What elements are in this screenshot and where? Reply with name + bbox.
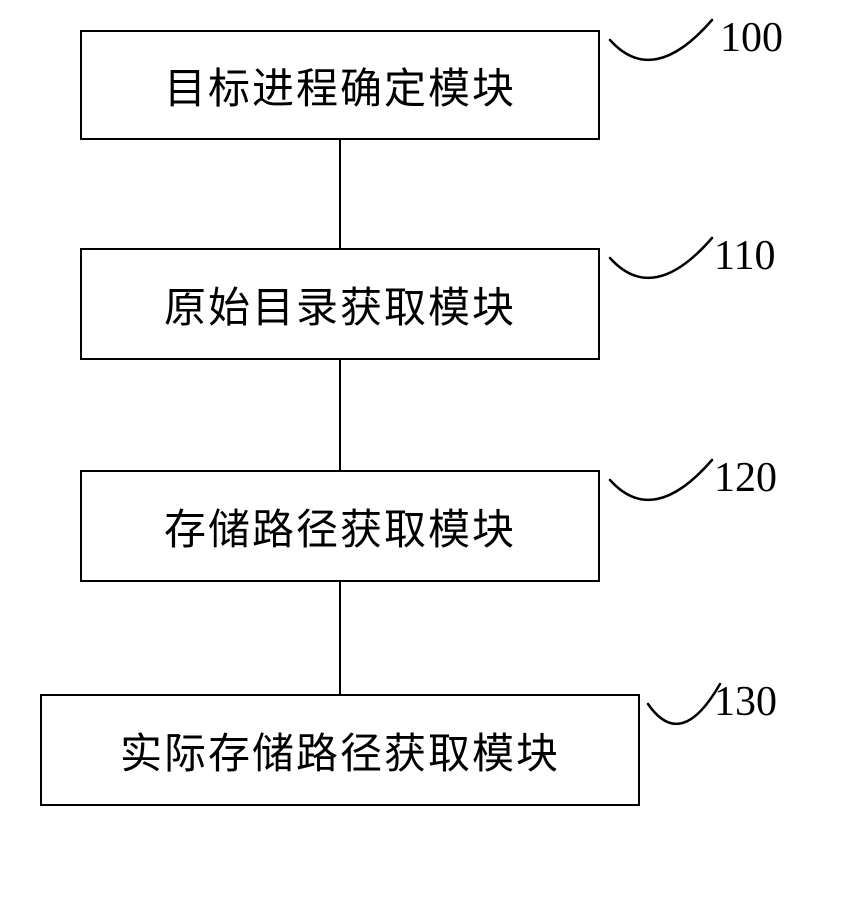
curve-120 [608, 458, 718, 528]
connector-120-130 [339, 582, 341, 694]
flow-node-130: 实际存储路径获取模块 [40, 694, 640, 806]
flow-node-110-text: 原始目录获取模块 [164, 274, 516, 335]
connector-100-110 [339, 140, 341, 248]
flow-node-100: 目标进程确定模块 [80, 30, 600, 140]
curve-110 [608, 236, 718, 306]
connector-110-120 [339, 360, 341, 470]
flow-node-120: 存储路径获取模块 [80, 470, 600, 582]
curve-100 [608, 18, 718, 88]
flow-label-130: 130 [714, 678, 777, 726]
flow-label-110: 110 [714, 232, 775, 280]
flow-node-100-text: 目标进程确定模块 [164, 55, 516, 116]
flow-node-130-text: 实际存储路径获取模块 [120, 720, 560, 781]
flowchart-container: 目标进程确定模块 100 原始目录获取模块 110 存储路径获取模块 120 实… [0, 0, 864, 921]
flow-label-100: 100 [720, 14, 783, 62]
flow-node-110: 原始目录获取模块 [80, 248, 600, 360]
flow-node-120-text: 存储路径获取模块 [164, 496, 516, 557]
flow-label-120: 120 [714, 454, 777, 502]
